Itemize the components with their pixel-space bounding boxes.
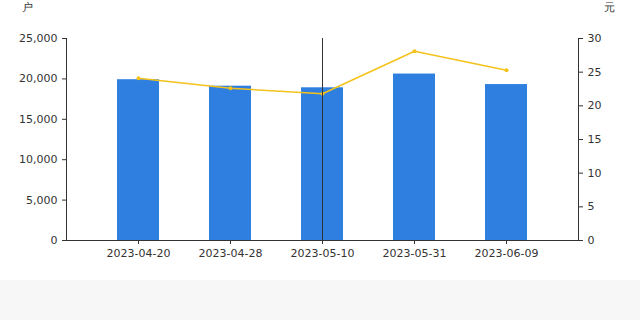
svg-text:2023-04-20: 2023-04-20: [107, 247, 171, 260]
svg-text:户: 户: [22, 1, 33, 14]
svg-text:30: 30: [588, 32, 602, 45]
svg-text:25: 25: [588, 66, 602, 79]
svg-text:5,000: 5,000: [26, 194, 58, 207]
svg-text:2023-06-09: 2023-06-09: [475, 247, 539, 260]
svg-text:25,000: 25,000: [19, 32, 58, 45]
svg-text:20,000: 20,000: [19, 72, 58, 85]
svg-text:2023-05-31: 2023-05-31: [383, 247, 447, 260]
svg-text:5: 5: [588, 200, 595, 213]
svg-text:2023-05-10: 2023-05-10: [291, 247, 355, 260]
svg-text:15,000: 15,000: [19, 113, 58, 126]
svg-text:15: 15: [588, 133, 602, 146]
svg-text:10,000: 10,000: [19, 153, 58, 166]
svg-text:元: 元: [604, 1, 615, 14]
svg-text:20: 20: [588, 99, 602, 112]
svg-text:0: 0: [588, 234, 595, 247]
svg-text:0: 0: [51, 234, 58, 247]
svg-text:2023-04-28: 2023-04-28: [199, 247, 263, 260]
svg-text:10: 10: [588, 167, 602, 180]
